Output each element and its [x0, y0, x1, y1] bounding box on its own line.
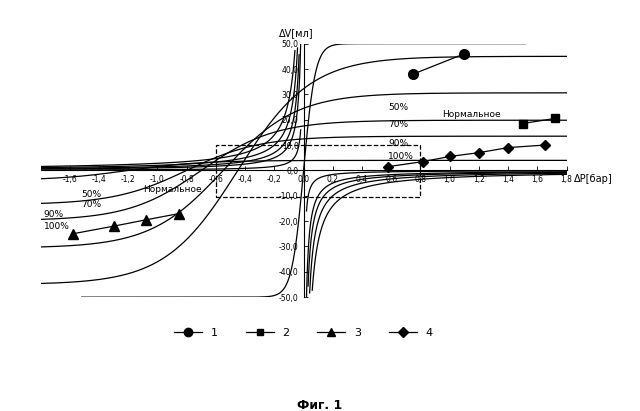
- Text: 100%: 100%: [44, 222, 69, 231]
- Text: 50%: 50%: [388, 103, 408, 111]
- Text: 70%: 70%: [388, 120, 408, 129]
- Text: 50%: 50%: [81, 190, 102, 199]
- Text: 70%: 70%: [81, 200, 102, 209]
- Legend: 1, 2, 3, 4: 1, 2, 3, 4: [170, 323, 437, 342]
- Text: Фиг. 1: Фиг. 1: [298, 399, 342, 411]
- Text: Нормальное: Нормальное: [442, 110, 501, 119]
- Text: ΔP[бар]: ΔP[бар]: [574, 174, 612, 184]
- Text: 100%: 100%: [388, 152, 414, 161]
- Text: ΔV[мл]: ΔV[мл]: [279, 29, 314, 39]
- Bar: [216, 145, 420, 197]
- Text: 90%: 90%: [388, 139, 408, 148]
- Text: 90%: 90%: [44, 210, 63, 219]
- Text: Нормальное: Нормальное: [143, 185, 202, 194]
